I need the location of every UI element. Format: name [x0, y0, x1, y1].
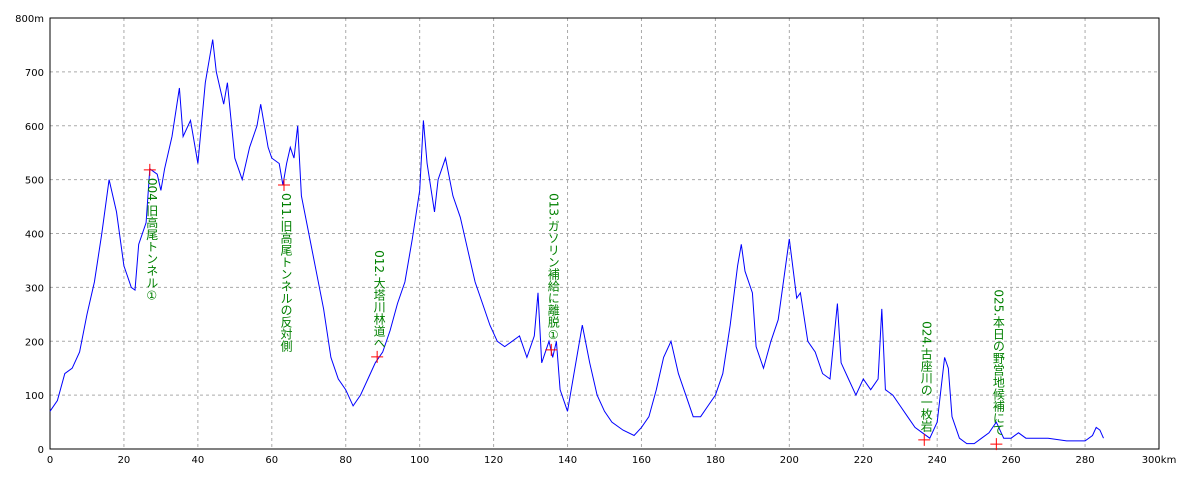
- y-tick-label: 800m: [15, 14, 44, 25]
- waypoint-marker: [918, 433, 931, 446]
- waypoint-label: 011.旧高尾トンネルの反対側: [279, 193, 293, 352]
- waypoint-marker: [143, 163, 156, 176]
- waypoint-label: 025.本日の野営地候補にて: [991, 289, 1005, 436]
- y-tick-label: 400: [25, 230, 44, 241]
- x-tick-label: 280: [1076, 455, 1095, 466]
- x-tick-label: 160: [632, 455, 651, 466]
- x-tick-label: 20: [118, 455, 131, 466]
- x-tick-label: 300km: [1142, 455, 1177, 466]
- y-tick-label: 300: [25, 283, 44, 294]
- x-tick-label: 140: [558, 455, 577, 466]
- y-tick-label: 500: [25, 176, 44, 187]
- elevation-line: [49, 39, 1104, 445]
- y-tick-label: 100: [25, 391, 44, 402]
- y-tick-label: 200: [25, 337, 44, 348]
- x-tick-label: 240: [928, 455, 947, 466]
- waypoint-marker: [371, 350, 384, 363]
- x-tick-label: 80: [339, 455, 352, 466]
- x-tick-label: 260: [1002, 455, 1021, 466]
- x-tick-label: 0: [47, 455, 53, 466]
- x-tick-label: 180: [706, 455, 725, 466]
- x-tick-label: 200: [780, 455, 799, 466]
- waypoint-label: 013.ガソリン補給に離脱①: [546, 193, 560, 342]
- x-tick-label: 40: [191, 455, 204, 466]
- y-tick-label: 0: [38, 445, 44, 456]
- waypoint-marker: [545, 343, 558, 356]
- x-tick-label: 120: [484, 455, 503, 466]
- x-tick-label: 60: [265, 455, 278, 466]
- waypoint-marker: [990, 438, 1003, 451]
- waypoint-label: 024.古座川の一枚岩: [919, 321, 933, 432]
- waypoint-marker: [277, 179, 290, 192]
- x-tick-label: 100: [410, 455, 429, 466]
- plot-frame: [49, 17, 1160, 450]
- x-tick-label: 220: [854, 455, 873, 466]
- waypoint-label: 004.旧高尾トンネル①: [145, 178, 159, 303]
- y-tick-label: 700: [25, 68, 44, 79]
- waypoint-label: 012.大塔川林道へ: [372, 250, 386, 349]
- y-tick-label: 600: [25, 122, 44, 133]
